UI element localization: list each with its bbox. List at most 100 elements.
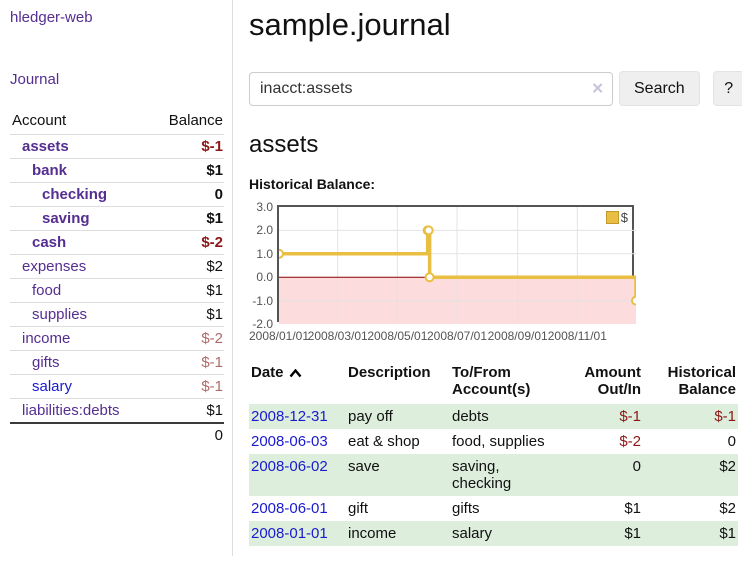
accounts-header-account: Account bbox=[12, 112, 67, 129]
register-header-row: Date Description To/From Account(s) Amount Ou… bbox=[249, 362, 738, 404]
register-row: 2008-01-01 income salary $1 $1 bbox=[249, 521, 738, 546]
sidebar-account-link-gifts[interactable]: gifts bbox=[32, 354, 60, 371]
transaction-date-link[interactable]: 2008-01-01 bbox=[251, 525, 328, 542]
transaction-balance: $2 bbox=[719, 500, 736, 517]
transaction-amount: $-1 bbox=[619, 408, 641, 425]
chart-canvas bbox=[279, 207, 636, 324]
register-header-amount-out/in[interactable]: Amount Out/In bbox=[584, 364, 641, 398]
journal-link[interactable]: Journal bbox=[10, 71, 60, 88]
account-balance: $-1 bbox=[201, 354, 223, 371]
transaction-description: eat & shop bbox=[348, 433, 420, 450]
chart-x-tick: 2008/09/01 bbox=[487, 329, 548, 343]
accounts-table-header: Account Balance bbox=[10, 109, 224, 135]
app-title-link[interactable]: hledger-web bbox=[10, 9, 93, 26]
account-row: saving $1 bbox=[10, 206, 224, 231]
account-row: expenses $2 bbox=[10, 254, 224, 279]
sort-ascending-icon bbox=[289, 368, 301, 378]
accounts-total-spacer bbox=[10, 422, 151, 447]
transaction-description: pay off bbox=[348, 408, 393, 425]
main-content: sample.journal ✕ Search ? assets Histori… bbox=[233, 0, 742, 556]
register-row: 2008-06-01 gift gifts $1 $2 bbox=[249, 496, 738, 521]
account-row: salary $-1 bbox=[10, 374, 224, 399]
account-balance: $-2 bbox=[201, 330, 223, 347]
account-balance: $1 bbox=[206, 282, 223, 299]
register-header-to/from-account(s)[interactable]: To/From Account(s) bbox=[452, 364, 531, 398]
transaction-date-link[interactable]: 2008-06-03 bbox=[251, 433, 328, 450]
register-header-description[interactable]: Description bbox=[348, 364, 431, 381]
transaction-balance: $1 bbox=[719, 525, 736, 542]
app-window: hledger-web Journal Account Balance asse… bbox=[10, 0, 742, 556]
transaction-amount: 0 bbox=[632, 458, 641, 475]
help-button[interactable]: ? bbox=[712, 71, 742, 106]
transaction-accounts: food, supplies bbox=[452, 433, 545, 450]
account-row: cash $-2 bbox=[10, 230, 224, 255]
account-balance: $1 bbox=[206, 210, 223, 227]
chart-x-tick: 2008/01/01 bbox=[248, 329, 310, 343]
chart-y-tick: 0.0 bbox=[256, 270, 273, 285]
search-input[interactable] bbox=[249, 71, 613, 106]
chart-title: Historical Balance: bbox=[249, 176, 376, 192]
chart-legend: $ bbox=[605, 210, 628, 225]
register-header-date[interactable]: Date bbox=[249, 362, 346, 404]
sidebar-account-link-cash[interactable]: cash bbox=[32, 234, 67, 251]
account-row: checking 0 bbox=[10, 182, 224, 207]
register-row: 2008-06-02 save saving, checking 0 $2 bbox=[249, 454, 738, 496]
transaction-accounts: debts bbox=[452, 408, 489, 425]
transaction-amount: $1 bbox=[624, 525, 641, 542]
sidebar-account-link-saving[interactable]: saving bbox=[42, 210, 90, 227]
search-button[interactable]: Search bbox=[619, 71, 700, 106]
account-row: liabilities:debts $1 bbox=[10, 398, 224, 424]
chart-y-tick: 2.0 bbox=[256, 223, 273, 238]
transaction-description: gift bbox=[348, 500, 369, 517]
nav-journal: Journal bbox=[10, 71, 223, 88]
chart-plot: $ bbox=[277, 205, 636, 324]
account-row: income $-2 bbox=[10, 326, 224, 351]
search-row: ✕ Search ? bbox=[249, 71, 742, 106]
clear-search-icon[interactable]: ✕ bbox=[591, 80, 604, 98]
sidebar-account-link-food[interactable]: food bbox=[32, 282, 62, 299]
transaction-balance: 0 bbox=[727, 433, 736, 450]
account-balance: $1 bbox=[206, 162, 223, 179]
legend-label: $ bbox=[620, 210, 628, 225]
transaction-description: save bbox=[348, 458, 380, 475]
sidebar-account-link-expenses[interactable]: expenses bbox=[22, 258, 87, 275]
account-balance: 0 bbox=[214, 186, 223, 203]
sidebar-account-link-assets[interactable]: assets bbox=[22, 138, 69, 155]
search-box: ✕ bbox=[249, 71, 613, 106]
register-row: 2008-06-03 eat & shop food, supplies $-2 0 bbox=[249, 429, 738, 454]
register-row: 2008-12-31 pay off debts $-1 $-1 bbox=[249, 404, 738, 429]
accounts-header-balance: Balance bbox=[168, 112, 223, 129]
accounts-table: Account Balance assets $-1 bank $1 checking 0… bbox=[10, 109, 224, 447]
transaction-accounts: gifts bbox=[452, 500, 480, 517]
register-header-historical-balance[interactable]: Historical Balance bbox=[667, 364, 736, 398]
chart-y-tick: -1.0 bbox=[252, 293, 273, 308]
sidebar-account-link-liabilities-debts[interactable]: liabilities:debts bbox=[22, 402, 120, 419]
transaction-description: income bbox=[348, 525, 397, 542]
transaction-amount: $-2 bbox=[619, 433, 641, 450]
legend-swatch-icon bbox=[605, 211, 619, 224]
transaction-date-link[interactable]: 2008-06-02 bbox=[251, 458, 328, 475]
account-balance: $2 bbox=[206, 258, 223, 275]
historical-balance-chart: $ 3.0 2.0 1.0 0.0 -1.0 -2.0 2008/01/01 2008/03/… bbox=[248, 200, 742, 345]
account-balance: $-1 bbox=[201, 378, 223, 395]
app-title: hledger-web bbox=[10, 9, 223, 26]
account-row: assets $-1 bbox=[10, 134, 224, 159]
accounts-total-row: 0 bbox=[10, 422, 224, 447]
sidebar-account-link-bank[interactable]: bank bbox=[32, 162, 68, 179]
sidebar-account-link-supplies[interactable]: supplies bbox=[32, 306, 88, 323]
register-table-body: 2008-12-31 pay off debts $-1 $-1 2008-06-03 ea… bbox=[249, 404, 738, 546]
register-table: Date Description To/From Account(s) Amount Ou… bbox=[249, 362, 738, 546]
transaction-date-link[interactable]: 2008-06-01 bbox=[251, 500, 328, 517]
sidebar-account-link-checking[interactable]: checking bbox=[42, 186, 108, 203]
sidebar-account-link-salary[interactable]: salary bbox=[32, 378, 73, 395]
account-row: supplies $1 bbox=[10, 302, 224, 327]
page-title: sample.journal bbox=[249, 7, 451, 42]
transaction-accounts: saving, checking bbox=[452, 458, 512, 492]
accounts-total-value: 0 bbox=[150, 422, 224, 447]
transaction-balance: $-1 bbox=[714, 408, 736, 425]
account-row: bank $1 bbox=[10, 158, 224, 183]
sidebar-account-link-income[interactable]: income bbox=[22, 330, 71, 347]
account-balance: $1 bbox=[206, 402, 223, 419]
transaction-date-link[interactable]: 2008-12-31 bbox=[251, 408, 328, 425]
transaction-balance: $2 bbox=[719, 458, 736, 475]
